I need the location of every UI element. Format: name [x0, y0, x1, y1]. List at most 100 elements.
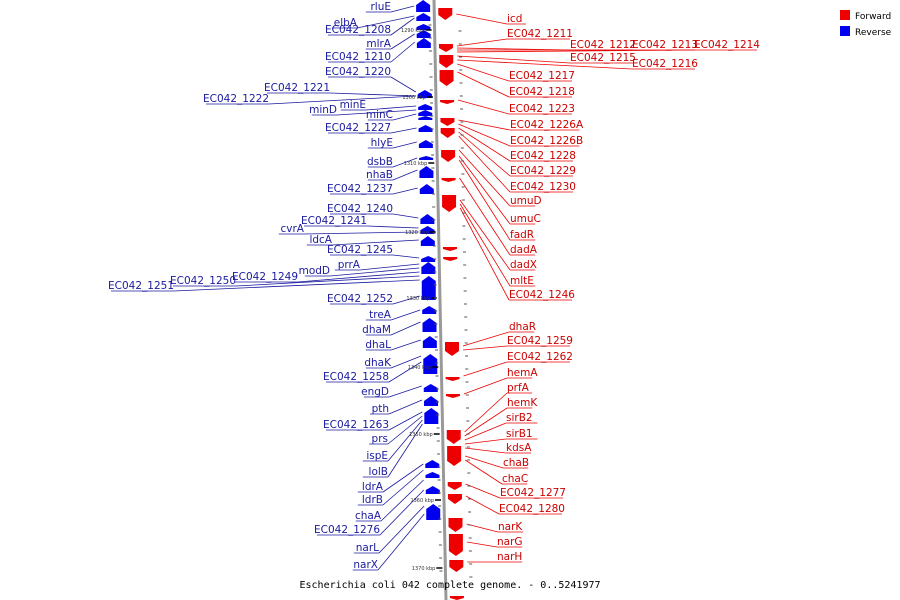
- gene-label-ec042-1230: EC042_1230: [510, 181, 576, 193]
- gene-label-ec042-1240: EC042_1240: [327, 203, 393, 215]
- leader-line: [459, 207, 510, 301]
- reverse-gene-block: [425, 486, 440, 494]
- gene-label-ec042-1210: EC042_1210: [325, 51, 391, 63]
- gene-label-mlra: mlrA: [366, 38, 391, 50]
- gene-label-mlte: mltE: [510, 275, 534, 287]
- gene-label-ec042-1262: EC042_1262: [507, 351, 573, 363]
- leader-line: [329, 92, 416, 97]
- reverse-gene-block: [419, 166, 434, 178]
- gene-label-rlue: rluE: [370, 1, 391, 13]
- leader-line: [387, 423, 423, 478]
- reverse-gene-block: [416, 13, 431, 21]
- gene-label-ec042-1245: EC042_1245: [327, 244, 393, 256]
- reverse-gene-block: [416, 24, 431, 30]
- gene-label-dham: dhaM: [362, 324, 391, 336]
- gene-label-ec042-1277: EC042_1277: [500, 487, 566, 499]
- legend-forward-label: Forward: [855, 12, 891, 22]
- gene-label-ec042-1251: EC042_1251: [108, 280, 174, 292]
- leader-line: [464, 407, 508, 437]
- reverse-gene-block: [422, 318, 437, 332]
- gene-label-ec042-1226a: EC042_1226A: [510, 119, 584, 131]
- gene-label-ec042-1217: EC042_1217: [509, 70, 575, 82]
- forward-gene-block: [449, 596, 464, 600]
- gene-label-lolb: lolB: [369, 466, 388, 478]
- leader-line: [392, 113, 417, 121]
- gene-label-mine: minE: [340, 99, 366, 111]
- gene-label-narh: narH: [497, 551, 522, 563]
- reverse-gene-block: [421, 262, 436, 274]
- gene-label-umud: umuD: [510, 195, 542, 207]
- forward-gene-block: [447, 482, 462, 490]
- gene-label-ec042-1227: EC042_1227: [325, 122, 391, 134]
- leader-line: [359, 263, 420, 271]
- gene-label-dadx: dadX: [510, 259, 537, 271]
- leader-line: [462, 345, 508, 351]
- leader-line: [392, 295, 421, 305]
- gene-label-ldrb: ldrB: [362, 494, 383, 506]
- gene-features: [416, 0, 464, 600]
- leader-line: [365, 105, 417, 111]
- leader-line: [459, 203, 511, 287]
- forward-gene-block: [441, 150, 456, 162]
- gene-label-ec042-1263: EC042_1263: [323, 419, 389, 431]
- forward-gene-block: [448, 518, 463, 532]
- leader-line: [456, 13, 508, 25]
- leader-line: [466, 523, 499, 533]
- leader-line: [392, 254, 420, 259]
- leader-line: [457, 59, 633, 70]
- leader-line: [173, 279, 420, 292]
- reverse-gene-block: [418, 116, 433, 120]
- reverse-gene-block: [418, 140, 433, 148]
- leader-line: [463, 361, 508, 377]
- leader-line: [390, 339, 421, 351]
- leader-line: [458, 155, 511, 225]
- leader-line: [457, 55, 571, 64]
- gene-label-kdsa: kdsA: [506, 442, 532, 454]
- gene-label-chab: chaB: [503, 457, 529, 469]
- reverse-gene-block: [423, 384, 438, 392]
- leader-line: [463, 377, 508, 395]
- reverse-gene-block: [420, 214, 435, 224]
- forward-gene-block: [440, 100, 455, 104]
- gene-label-ec042-1249: EC042_1249: [232, 271, 298, 283]
- gene-label-ec042-1250: EC042_1250: [170, 275, 236, 287]
- gene-label-pth: pth: [372, 403, 389, 415]
- gene-label-prs: prs: [372, 433, 388, 445]
- forward-gene-block: [438, 8, 453, 20]
- leader-line: [303, 231, 419, 235]
- gene-label-dsbb: dsbB: [367, 156, 393, 168]
- reverse-gene-block: [419, 156, 434, 160]
- tick-label: 1300 kbp: [402, 95, 426, 101]
- gene-label-ec042-1215: EC042_1215: [570, 52, 636, 64]
- gene-label-hema: hemA: [507, 367, 538, 379]
- forward-gene-block: [447, 446, 462, 466]
- forward-gene-block: [449, 560, 464, 572]
- tick-label: 1340 kbp: [408, 365, 432, 371]
- gene-label-hlye: hlyE: [371, 137, 393, 149]
- gene-label-prra: prrA: [338, 259, 361, 271]
- gene-label-chaa: chaA: [355, 510, 382, 522]
- leader-line: [458, 131, 511, 177]
- tick-label: 1290 kbp: [401, 28, 425, 34]
- leader-line: [387, 419, 423, 462]
- gene-label-ec042-1218: EC042_1218: [509, 86, 575, 98]
- forward-gene-block: [442, 195, 457, 212]
- gene-label-prfa: prfA: [507, 382, 530, 394]
- gene-label-ec042-1208: EC042_1208: [325, 24, 391, 36]
- gene-label-ec042-1241: EC042_1241: [301, 215, 367, 227]
- reverse-gene-block: [421, 276, 436, 300]
- tick-label: 1370 kbp: [412, 566, 436, 572]
- forward-gene-block: [439, 70, 454, 86]
- leader-line: [465, 495, 500, 515]
- backbone-line: [432, 0, 448, 600]
- gene-label-dhak: dhaK: [364, 357, 392, 369]
- leader-line: [464, 455, 504, 469]
- forward-gene-block: [438, 44, 453, 52]
- leader-line: [392, 157, 418, 168]
- genome-backbone: [432, 0, 448, 600]
- forward-gene-block: [442, 247, 457, 251]
- leader-line: [462, 331, 510, 347]
- gene-label-sirb2: sirB2: [506, 412, 533, 424]
- reverse-gene-block: [420, 236, 435, 246]
- leader-line: [382, 469, 424, 506]
